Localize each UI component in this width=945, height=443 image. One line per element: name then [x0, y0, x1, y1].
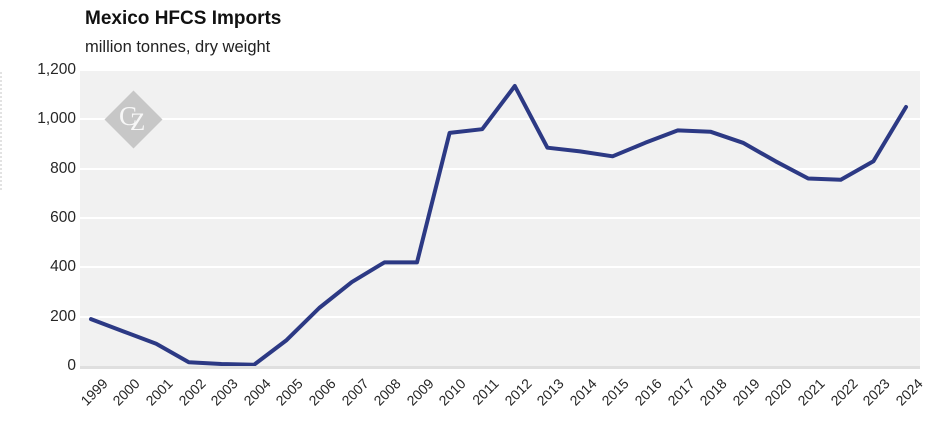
x-tick-label: 2011	[469, 375, 502, 408]
y-tick-label: 1,000	[37, 110, 76, 128]
x-tick-label: 2004	[240, 375, 274, 409]
x-tick-label: 2018	[696, 375, 731, 409]
y-tick-label: 400	[50, 258, 76, 276]
x-tick-label: 2010	[435, 375, 470, 409]
x-tick-label: 2002	[175, 375, 209, 409]
chart-title: Mexico HFCS Imports	[85, 8, 282, 29]
chart-subtitle: million tonnes, dry weight	[85, 38, 271, 56]
x-tick-label: 2023	[859, 375, 894, 409]
x-tick-label: 2024	[892, 375, 926, 409]
data-line-svg	[89, 84, 908, 367]
x-tick-label: 2003	[207, 375, 242, 409]
watermark-letter-z: Z	[130, 109, 146, 136]
hfcs-imports-line	[89, 84, 908, 367]
gridline	[80, 167, 920, 170]
left-edge-artifact	[0, 72, 2, 190]
x-tick-label: 2008	[370, 375, 405, 409]
y-tick-label: 600	[50, 209, 76, 226]
y-tick-label: 800	[50, 159, 76, 177]
y-tick-label: 200	[50, 307, 76, 325]
y-tick-label: 1,200	[37, 61, 76, 78]
x-tick-label: 2001	[142, 375, 176, 409]
x-tick-label: 2019	[729, 375, 763, 409]
gridline	[80, 266, 920, 269]
x-tick-label: 2009	[403, 375, 437, 409]
x-tick-label: 2014	[566, 375, 600, 409]
x-tick-label: 2016	[631, 375, 665, 409]
x-tick-label: 2000	[109, 375, 144, 409]
x-tick-label: 2021	[794, 375, 828, 409]
y-tick-label: 0	[67, 357, 76, 374]
gridline	[80, 217, 920, 219]
x-tick-label: 2006	[305, 375, 339, 409]
x-tick-label: 2005	[272, 375, 307, 409]
x-tick-label: 2017	[664, 375, 698, 409]
x-tick-label: 2007	[338, 375, 372, 409]
x-tick-label: 2020	[761, 375, 796, 409]
x-tick-label: 2012	[501, 375, 535, 409]
x-tick-label: 1999	[77, 375, 111, 409]
x-tick-label: 2015	[598, 375, 633, 409]
watermark-letter-c: C	[119, 101, 138, 131]
gridline	[80, 118, 920, 121]
x-tick-label: 2022	[827, 375, 861, 409]
gridline	[80, 69, 920, 71]
x-tick-label: 2013	[533, 375, 568, 409]
gridline	[80, 315, 920, 318]
x-axis-baseline	[80, 366, 920, 369]
